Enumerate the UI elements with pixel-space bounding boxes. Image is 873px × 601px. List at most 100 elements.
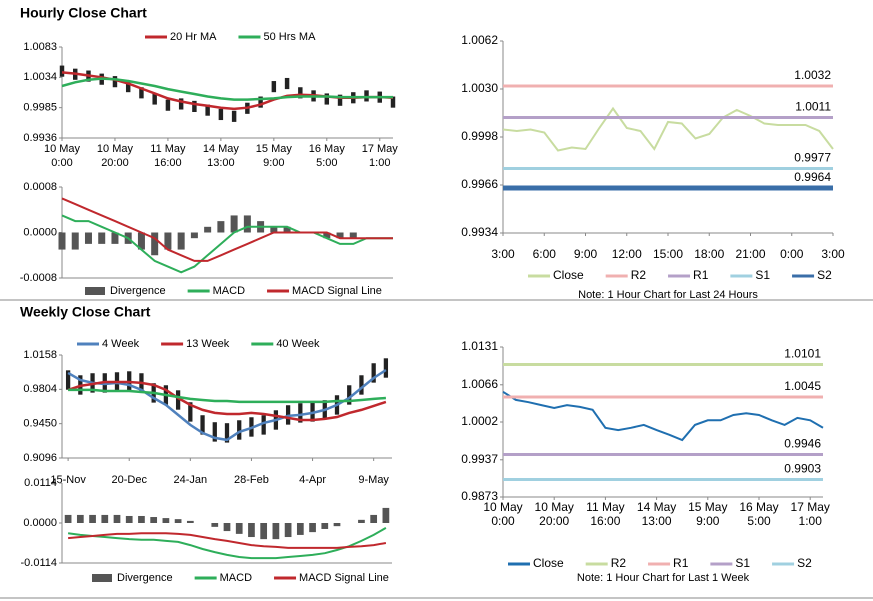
x-tick-label: 18:00 [694, 247, 724, 261]
x-tick-label: 10 May [483, 500, 522, 514]
y-tick-label: 1.0062 [461, 33, 498, 47]
divergence-bar [98, 232, 106, 244]
y-tick-label: 0.9985 [23, 102, 57, 114]
divergence-bar [76, 514, 84, 523]
legend-swatch [85, 287, 105, 295]
y-tick-label: 1.0083 [23, 41, 57, 53]
x-tick-label: 15 May [256, 143, 293, 155]
legend-label: MACD Signal Line [299, 572, 389, 584]
legend-label: 50 Hrs MA [263, 31, 316, 43]
x-tick-label: 14 May [203, 143, 240, 155]
x-tick-label: 5:00 [316, 157, 337, 169]
x-tick-label: 0:00 [780, 247, 804, 261]
y-tick-label: 0.9966 [461, 177, 498, 191]
x-tick-label: 17 May [362, 143, 399, 155]
legend-label: R2 [631, 268, 647, 282]
divergence-bar [235, 523, 243, 534]
divergence-bar [349, 232, 357, 239]
y-tick-label: 0.9450 [23, 418, 57, 430]
divergence-bar [186, 520, 194, 523]
divergence-bar [64, 514, 72, 523]
divergence-bar [382, 507, 390, 523]
divergence-bar [211, 523, 219, 527]
x-tick-label: 16 May [739, 500, 778, 514]
legend-label: Divergence [117, 572, 173, 584]
divergence-bar [223, 523, 231, 532]
divergence-bar [243, 215, 251, 233]
y-tick-label: 0.9937 [461, 452, 498, 466]
legend-label: MACD [213, 285, 245, 297]
divergence-bar [150, 517, 158, 523]
divergence-bar [58, 232, 66, 250]
level-label: 1.0045 [784, 379, 821, 393]
section-title: Hourly Close Chart [20, 5, 147, 21]
legend-label: S2 [817, 268, 832, 282]
legend-label: Divergence [110, 285, 166, 297]
divergence-bar [190, 232, 198, 239]
legend-swatch [92, 574, 112, 582]
x-tick-label: 9:00 [696, 514, 720, 528]
x-tick-label: 1:00 [799, 514, 823, 528]
divergence-bar [174, 519, 182, 523]
divergence-bar [296, 523, 304, 535]
divergence-bar [248, 523, 255, 538]
legend-label: MACD Signal Line [292, 285, 382, 297]
legend-label: Close [553, 268, 584, 282]
divergence-bar [84, 232, 92, 244]
x-tick-label: 13:00 [642, 514, 672, 528]
legend-label: 13 Week [186, 338, 230, 350]
y-tick-label: 0.0114 [24, 477, 57, 489]
legend-label: S2 [797, 556, 812, 570]
series-line [67, 527, 387, 560]
x-tick-label: 24-Jan [174, 474, 208, 486]
divergence-bar [137, 232, 145, 250]
divergence-bar [309, 523, 316, 533]
divergence-bar [111, 232, 119, 244]
legend-label: MACD [220, 572, 252, 584]
chart-note: Note: 1 Hour Chart for Last 24 Hours [578, 289, 758, 301]
divergence-bar [217, 221, 225, 233]
divergence-bar [321, 523, 329, 529]
chart-note: Note: 1 Hour Chart for Last 1 Week [577, 572, 750, 584]
series-line [67, 380, 387, 422]
y-tick-label: 0.0000 [23, 226, 57, 238]
legend-label: R1 [693, 268, 709, 282]
y-tick-label: 0.9934 [461, 225, 498, 239]
series-line [61, 214, 393, 274]
x-tick-label: 17 May [791, 500, 830, 514]
level-label: 0.9903 [784, 462, 821, 476]
series-line [68, 388, 386, 404]
y-tick-label: 0.9936 [23, 132, 57, 144]
x-tick-label: 20:00 [539, 514, 569, 528]
divergence-bar [101, 514, 109, 523]
x-tick-label: 10 May [44, 143, 81, 155]
y-tick-label: 0.9804 [23, 383, 57, 395]
x-tick-label: 3:00 [821, 247, 845, 261]
divergence-bar [270, 226, 278, 233]
divergence-bar [162, 518, 170, 523]
divergence-bar [260, 523, 268, 540]
x-tick-label: 21:00 [735, 247, 765, 261]
x-tick-label: 0:00 [51, 157, 72, 169]
y-tick-label: 0.0000 [23, 517, 57, 529]
divergence-bar [336, 232, 344, 239]
x-tick-label: 11 May [586, 500, 624, 514]
divergence-bar [370, 514, 378, 523]
section-title: Weekly Close Chart [20, 304, 151, 320]
legend-label: R2 [611, 556, 627, 570]
series-line [502, 106, 834, 152]
x-tick-label: 14 May [637, 500, 676, 514]
divergence-bar [323, 232, 331, 239]
y-tick-label: -0.0114 [21, 557, 58, 569]
divergence-bar [358, 519, 365, 523]
x-tick-label: 20:00 [101, 157, 129, 169]
legend-label: S1 [735, 556, 750, 570]
x-tick-label: 6:00 [533, 247, 557, 261]
x-tick-label: 15 May [688, 500, 727, 514]
series-line [61, 197, 393, 262]
y-tick-label: 1.0034 [23, 71, 57, 83]
level-label: 1.0011 [795, 100, 831, 114]
x-tick-label: 9:00 [574, 247, 598, 261]
divergence-bar [71, 232, 79, 250]
series-line [68, 532, 387, 549]
